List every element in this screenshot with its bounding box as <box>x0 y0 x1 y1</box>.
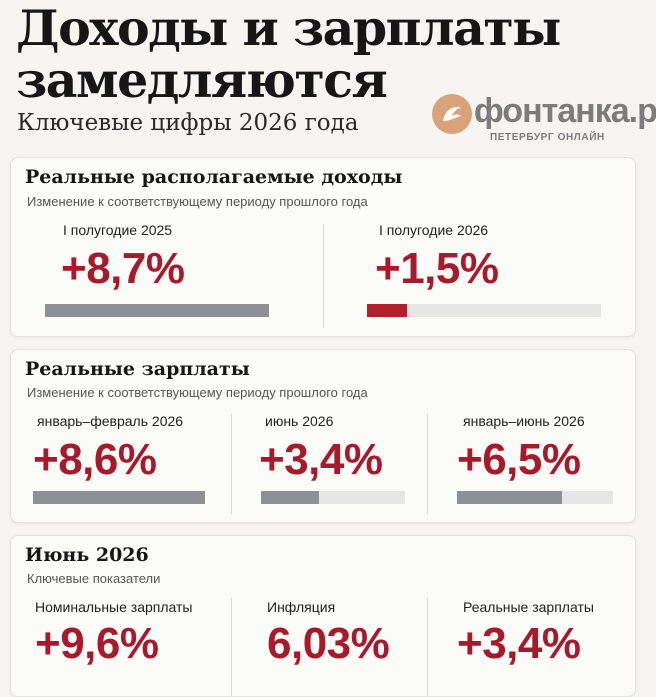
salaries-divider-2 <box>427 414 428 514</box>
page-title-line-1: Доходы и зарплаты <box>16 0 561 57</box>
june-card: Июнь 2026 Ключевые показатели Номинальны… <box>10 535 636 697</box>
salaries-value-june: +3,4% <box>259 435 383 484</box>
june-label-real: Реальные зарплаты <box>463 599 594 615</box>
incomes-label-2025: I полугодие 2025 <box>63 222 173 238</box>
june-value-inflation: 6,03% <box>267 619 390 668</box>
incomes-title: Реальные располагаемые доходы <box>25 166 403 188</box>
salaries-bar-fill-jan-feb <box>33 491 205 504</box>
page-title-line-2: замедляются <box>16 51 388 109</box>
salaries-bar-fill-june <box>261 491 319 504</box>
salaries-label-jan-jun: январь–июнь 2026 <box>463 413 585 429</box>
june-subtitle: Ключевые показатели <box>27 571 161 586</box>
incomes-bar-fill-2026 <box>367 304 407 317</box>
june-value-nominal: +9,6% <box>35 619 159 668</box>
june-label-nominal: Номинальные зарплаты <box>35 599 193 615</box>
salaries-title: Реальные зарплаты <box>25 358 250 380</box>
salaries-label-jan-feb: январь–февраль 2026 <box>37 413 184 429</box>
incomes-value-2026: +1,5% <box>375 244 499 293</box>
salaries-bar-fill-jan-jun <box>457 491 562 504</box>
page-title: Доходы и зарплаты замедляются <box>16 2 616 106</box>
salaries-divider-1 <box>231 414 232 514</box>
incomes-divider <box>323 224 324 328</box>
logo-name: фонтанка.ру <box>474 92 656 130</box>
salaries-bar-june <box>261 491 405 504</box>
salaries-subtitle: Изменение к соответствующему периоду про… <box>27 385 368 400</box>
incomes-label-2026: I полугодие 2026 <box>379 222 489 238</box>
page-subtitle: Ключевые цифры 2026 года <box>17 110 359 136</box>
logo-tagline: ПЕТЕРБУРГ ОНЛАЙН <box>490 132 605 143</box>
incomes-subtitle: Изменение к соответствующему периоду про… <box>27 194 368 209</box>
salaries-bar-jan-feb <box>33 491 205 504</box>
june-label-inflation: Инфляция <box>267 599 336 615</box>
salaries-value-jan-feb: +8,6% <box>33 435 157 484</box>
incomes-card: Реальные располагаемые доходы Изменение … <box>10 157 636 337</box>
june-divider-2 <box>427 598 428 696</box>
salaries-card: Реальные зарплаты Изменение к соответств… <box>10 349 636 523</box>
salaries-bar-jan-jun <box>457 491 613 504</box>
incomes-bar-fill-2025 <box>45 304 269 317</box>
june-title: Июнь 2026 <box>25 544 149 566</box>
incomes-bar-2026 <box>367 304 601 317</box>
fontanka-logo: фонтанка.ру ПЕТЕРБУРГ ОНЛАЙН <box>432 92 656 146</box>
incomes-bar-2025 <box>45 304 269 317</box>
incomes-value-2025: +8,7% <box>61 244 185 293</box>
fontanka-logo-icon <box>432 94 472 134</box>
june-value-real: +3,4% <box>457 619 581 668</box>
salaries-label-june: июнь 2026 <box>265 413 334 429</box>
june-divider-1 <box>231 598 232 696</box>
salaries-value-jan-jun: +6,5% <box>457 435 581 484</box>
